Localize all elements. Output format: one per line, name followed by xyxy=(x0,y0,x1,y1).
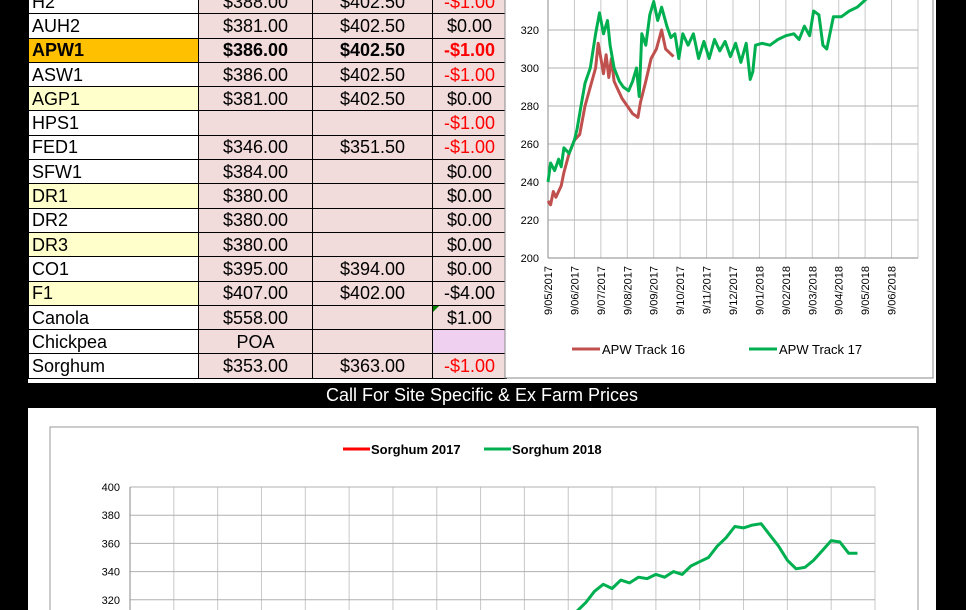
grade-cell: FED1 xyxy=(28,134,199,161)
price-cell: $402.50 xyxy=(312,61,433,88)
price-cell xyxy=(312,183,433,209)
change-cell: -$1.00 xyxy=(432,353,507,379)
price-cell: $351.50 xyxy=(312,134,433,161)
change-cell: $0.00 xyxy=(432,159,507,185)
price-cell: $402.50 xyxy=(312,37,433,63)
price-cell: $380.00 xyxy=(198,231,313,258)
price-cell xyxy=(312,304,433,331)
price-cell xyxy=(312,329,433,355)
price-cell: $402.50 xyxy=(312,0,433,15)
change-cell: $0.00 xyxy=(432,13,507,39)
table-row: F1 $407.00 $402.00 -$4.00 xyxy=(28,280,507,306)
price-cell: $346.00 xyxy=(198,134,313,161)
price-cell: $380.00 xyxy=(198,207,313,233)
change-cell: -$1.00 xyxy=(432,0,507,15)
grade-cell: Sorghum xyxy=(28,353,199,379)
change-cell: -$1.00 xyxy=(432,134,507,161)
grade-cell: H2 xyxy=(28,0,199,15)
price-cell: $394.00 xyxy=(312,256,433,282)
table-row: APW1 $386.00 $402.50 -$1.00 xyxy=(28,37,507,63)
table-row: HPS1 -$1.00 xyxy=(28,110,507,136)
table-row: CO1 $395.00 $394.00 $0.00 xyxy=(28,256,507,282)
price-cell xyxy=(312,231,433,258)
price-cell: $558.00 xyxy=(198,304,313,331)
price-cell: $402.50 xyxy=(312,13,433,39)
table-row: Sorghum $353.00 $363.00 -$1.00 xyxy=(28,353,507,379)
table-row: DR2 $380.00 $0.00 xyxy=(28,207,507,233)
table-row: Chickpea POA xyxy=(28,329,507,355)
price-cell: $386.00 xyxy=(198,37,313,63)
change-cell: -$1.00 xyxy=(432,37,507,63)
change-cell: $0.00 xyxy=(432,183,507,209)
change-cell: $1.00 xyxy=(432,304,507,331)
price-cell: $395.00 xyxy=(198,256,313,282)
grade-cell: AGP1 xyxy=(28,86,199,112)
price-cell xyxy=(198,110,313,136)
change-cell: -$4.00 xyxy=(432,280,507,306)
table-row: DR1 $380.00 $0.00 xyxy=(28,183,507,209)
price-cell: $407.00 xyxy=(198,280,313,306)
change-cell xyxy=(432,329,507,355)
table-row: SFW1 $384.00 $0.00 xyxy=(28,159,507,185)
table-row: Canola $558.00 $1.00 xyxy=(28,304,507,331)
price-cell: $380.00 xyxy=(198,183,313,209)
price-cell: $381.00 xyxy=(198,13,313,39)
price-cell xyxy=(312,110,433,136)
change-cell: $0.00 xyxy=(432,86,507,112)
price-cell: $363.00 xyxy=(312,353,433,379)
grade-cell: DR2 xyxy=(28,207,199,233)
change-cell: $0.00 xyxy=(432,207,507,233)
grade-cell: Canola xyxy=(28,304,199,331)
change-cell: $0.00 xyxy=(432,231,507,258)
change-cell: $0.00 xyxy=(432,256,507,282)
price-cell: $386.00 xyxy=(198,61,313,88)
price-cell: $381.00 xyxy=(198,86,313,112)
table-row: AUH2 $381.00 $402.50 $0.00 xyxy=(28,13,507,39)
grade-cell: F1 xyxy=(28,280,199,306)
grade-cell: APW1 xyxy=(28,37,199,63)
grade-cell: HPS1 xyxy=(28,110,199,136)
change-cell: -$1.00 xyxy=(432,110,507,136)
table-row: FED1 $346.00 $351.50 -$1.00 xyxy=(28,134,507,161)
price-cell: $388.00 xyxy=(198,0,313,15)
price-cell: $402.50 xyxy=(312,86,433,112)
change-cell: -$1.00 xyxy=(432,61,507,88)
price-cell: $402.00 xyxy=(312,280,433,306)
table-row: ASW1 $386.00 $402.50 -$1.00 xyxy=(28,61,507,88)
price-cell: POA xyxy=(198,329,313,355)
banner-text: Call For Site Specific & Ex Farm Prices xyxy=(325,385,639,405)
grade-cell: CO1 xyxy=(28,256,199,282)
price-table: H2 $388.00 $402.50 -$1.00 AUH2 $381.00 $402.50… xyxy=(28,0,507,379)
banner: Call For Site Specific & Ex Farm Prices xyxy=(28,383,936,408)
grade-cell: AUH2 xyxy=(28,13,199,39)
price-cell: $384.00 xyxy=(198,159,313,185)
price-cell: $353.00 xyxy=(198,353,313,379)
table-row: DR3 $380.00 $0.00 xyxy=(28,231,507,258)
grade-cell: Chickpea xyxy=(28,329,199,355)
table-row: AGP1 $381.00 $402.50 $0.00 xyxy=(28,86,507,112)
price-cell xyxy=(312,207,433,233)
grade-cell: ASW1 xyxy=(28,61,199,88)
grade-cell: DR3 xyxy=(28,231,199,258)
grade-cell: DR1 xyxy=(28,183,199,209)
price-cell xyxy=(312,159,433,185)
grade-cell: SFW1 xyxy=(28,159,199,185)
table-row: H2 $388.00 $402.50 -$1.00 xyxy=(28,0,507,15)
